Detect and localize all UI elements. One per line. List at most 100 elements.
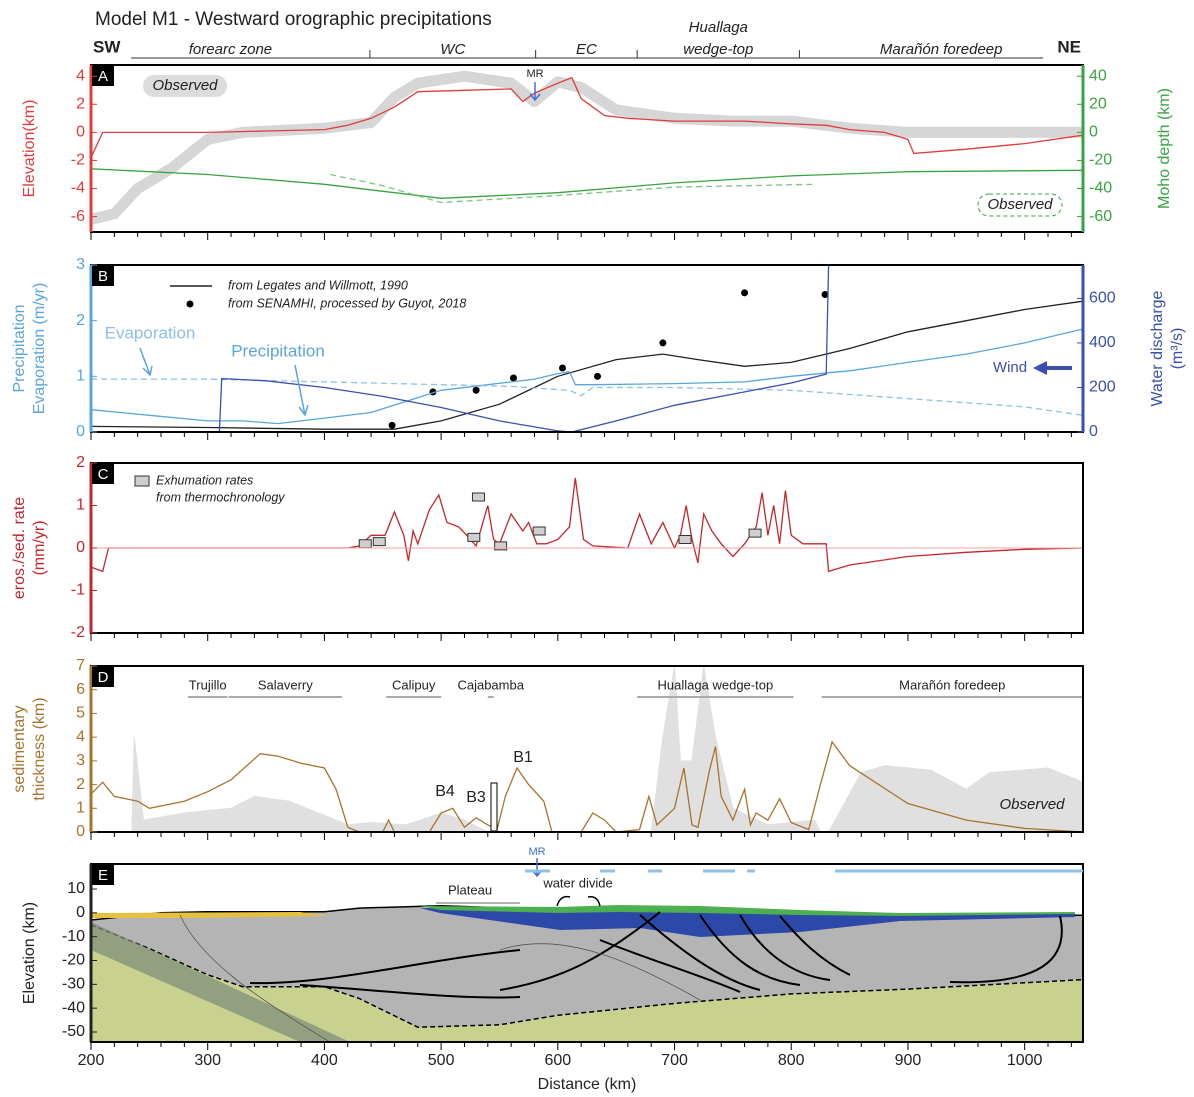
x-tick-label: 300 [194,1052,221,1069]
annotation: Wind [993,359,1027,376]
panel-letter: A [98,68,108,85]
y2-tick-label: -40 [1089,180,1112,197]
exhumation-box [494,541,508,551]
exhumation-box [358,539,372,549]
y-tick-label: 2 [76,96,85,113]
panel-letter: C [98,466,109,483]
y2-axis-label: (m³/s) [1169,328,1186,370]
region-label: Salaverry [258,677,313,692]
x-tick-label: 900 [895,1052,922,1069]
series-line [91,740,1083,832]
panel: ObservedObservedMRA-6-4-2024-60-40-20020… [21,64,1173,240]
annotation: B3 [466,789,486,806]
y-tick-label: 5 [76,705,85,722]
y-tick-label: 1 [76,368,85,385]
y2-tick-label: -60 [1089,208,1112,225]
annotation: MR [528,846,545,858]
annotation: B1 [513,749,533,766]
y2-axis-label: Water discharge [1149,290,1166,406]
legend-swatch [186,300,194,308]
series-label: from thermochronology [156,490,285,504]
y-tick-label: 0 [76,423,85,440]
y-axis-label: Elevation (km) [21,902,38,1004]
y-tick-label: 6 [76,681,85,698]
zone-label: EC [576,41,597,58]
annotation: water divide [542,875,612,890]
region-label: Trujillo [189,677,227,692]
zone-label: forearc zone [189,41,272,58]
x-tick-label: 1000 [1007,1052,1043,1069]
series-label: Precipitation [231,341,325,360]
area-fill [131,666,1083,832]
mr-arrow [529,82,541,102]
legend-pill [143,75,227,97]
y-tick-label: 2 [76,312,85,329]
x-tick-label: 400 [311,1052,338,1069]
region-label: Marañón foredeep [899,677,1005,692]
slab-band [91,922,350,1042]
data-point [741,289,749,297]
panel: Exhumation rates from thermochronology C -2… [11,454,1084,641]
plot-area [91,904,1083,1042]
y-axis-label: (mm/yr) [31,520,48,575]
y-tick-label: 4 [76,728,85,745]
y-tick-label: -1 [71,582,85,599]
annotation: Plateau [448,882,492,897]
series-label: Observed [999,796,1065,813]
title: Model M1 - Westward orographic precipita… [95,9,492,30]
sediment-yellow [91,912,330,918]
wind-arrowhead [1033,361,1047,375]
series-line [91,477,1083,573]
exhumation-box [532,526,546,536]
series-line [330,173,815,204]
y-tick-label: 3 [76,752,85,769]
y2-tick-label: -20 [1089,152,1112,169]
panel-letter-box [92,266,114,286]
y-tick-label: -30 [62,976,85,993]
y2-axis-label: Moho depth (km) [1156,88,1173,209]
sw-label: SW [93,37,121,56]
series-label: Observed [987,196,1053,213]
data-point [594,372,602,380]
data-point [558,364,566,372]
sediment-green [420,905,1075,916]
y-tick-label: -40 [62,999,85,1016]
y-tick-label: -50 [62,1023,85,1040]
y-axis-label: sedimentary [11,705,28,792]
y2-tick-label: 0 [1089,423,1098,440]
annotation-arrows [139,82,1083,907]
zone-label: WC [440,41,465,58]
y-tick-label: 4 [76,67,85,84]
observed-band [91,70,1083,225]
data-point [821,291,829,299]
region-label: Calipuy [392,677,436,692]
series-label: Exhumation rates [156,473,253,487]
data-point [388,421,396,429]
plot-area [91,477,1083,573]
y-axis-label: eros./sed. rate [11,497,28,599]
data-point [472,386,480,394]
legend-pill [977,193,1063,217]
y2-tick-label: 40 [1089,67,1107,84]
y-tick-label: 0 [76,124,85,141]
series-label: from SENAMHI, processed by Guyot, 2018 [228,296,466,310]
y-axis-label: thickness (km) [31,697,48,800]
y-tick-label: -2 [71,624,85,641]
y2-tick-label: 20 [1089,96,1107,113]
y-tick-label: 7 [76,657,85,674]
exhumation-box [467,532,481,542]
zone-label: wedge-top [683,41,753,58]
y-tick-label: 2 [76,776,85,793]
annotation: B4 [435,783,455,800]
data-point [509,374,517,382]
panel: Plateau water divide MR E -50 -40 -30 -20 -10 0 10… [21,846,1084,1093]
panel: Observed Trujillo Salaverry Calipuy Cajabamb… [11,657,1084,840]
fill-fill [91,924,1083,1042]
y-axis-label: Evaporation (m/yr) [31,283,48,415]
y-tick-label: 2 [76,454,85,471]
x-axis-label: Distance (km) [538,1076,637,1093]
y-tick-label: 0 [76,904,85,921]
series-line [131,666,1083,832]
y-tick-label: -20 [62,952,85,969]
